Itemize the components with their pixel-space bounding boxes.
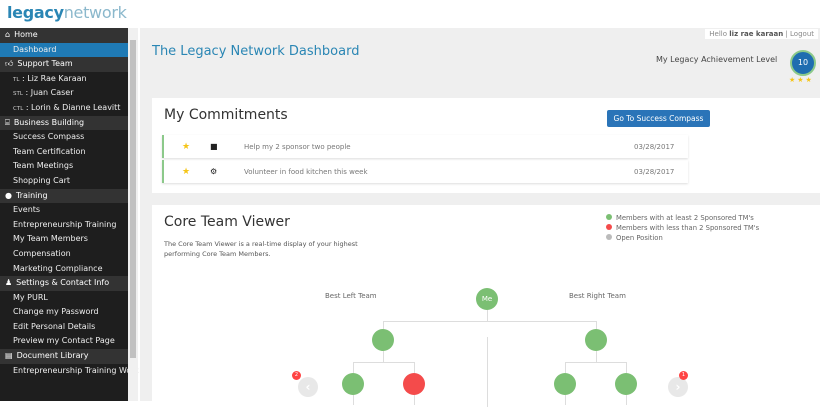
- circle-icon: ●: [5, 190, 12, 200]
- best-right-team-label: Best Right Team: [569, 292, 626, 300]
- sidebar-item[interactable]: STL : Juan Caser: [13, 88, 74, 98]
- tree-connector: [565, 362, 626, 363]
- right-count-badge: 1: [679, 371, 688, 380]
- achievement-level-badge: 10: [790, 50, 816, 76]
- user-icon: ♟: [5, 278, 13, 288]
- sidebar-item[interactable]: My Team Members: [13, 234, 88, 244]
- sidebar-item[interactable]: Change my Password: [13, 307, 99, 317]
- sidebar-item[interactable]: TL : Liz Rae Karaan: [13, 73, 87, 83]
- core-team-title: Core Team Viewer: [164, 214, 290, 230]
- user-greeting: Hello liz rae karaan | Logout: [705, 29, 818, 39]
- sidebar-section-3[interactable]: ● Training: [0, 188, 128, 204]
- sidebar-item[interactable]: Marketing Compliance: [13, 263, 103, 273]
- gear-icon: ⚙: [210, 167, 218, 176]
- best-left-team-label: Best Left Team: [325, 292, 377, 300]
- sidebar-section-1[interactable]: 👍︎ Support Team: [0, 57, 128, 72]
- sidebar-item[interactable]: Team Meetings: [13, 161, 74, 171]
- book-icon: ▤: [5, 351, 13, 361]
- main-content: Hello liz rae karaan | Logout The Legacy…: [140, 28, 820, 407]
- star-icons: ★★★: [789, 76, 814, 84]
- team-member-node[interactable]: [554, 373, 576, 395]
- logout-link[interactable]: Logout: [790, 30, 814, 38]
- tree-connector: [487, 337, 488, 407]
- next-arrow-icon[interactable]: ›: [668, 377, 688, 397]
- tree-connector: [353, 362, 414, 363]
- sidebar-item[interactable]: Team Certification: [13, 146, 86, 156]
- briefcase-icon: ■: [210, 142, 218, 151]
- commitment-row[interactable]: ★ ■ Help my 2 sponsor two people 03/28/2017: [162, 135, 688, 158]
- tree-connector: [353, 395, 354, 405]
- legend-item: Open Position: [606, 233, 759, 243]
- legend-item: Members with less than 2 Sponsored TM's: [606, 223, 759, 233]
- legend-dot: [606, 234, 612, 240]
- tree-connector: [383, 321, 384, 329]
- commitments-title: My Commitments: [164, 107, 288, 123]
- home-icon: ⌂: [5, 30, 11, 39]
- go-to-success-compass-button[interactable]: Go To Success Compass: [607, 110, 710, 127]
- tree-connector: [596, 351, 597, 362]
- logo[interactable]: legacynetwork: [7, 3, 127, 22]
- commitment-row[interactable]: ★ ⚙ Volunteer in food kitchen this week 03/…: [162, 160, 688, 183]
- team-member-node[interactable]: [372, 329, 394, 351]
- tree-connector: [626, 395, 627, 405]
- achievement-label: My Legacy Achievement Level: [656, 55, 778, 64]
- sidebar-item[interactable]: Success Compass: [13, 132, 85, 142]
- thumbs-up-icon: 👍︎: [5, 59, 14, 69]
- commitments-card: My Commitments Go To Success Compass ★ ■ H…: [152, 98, 820, 193]
- scrollbar-thumb[interactable]: [130, 40, 136, 358]
- left-count-badge: 2: [292, 371, 301, 380]
- bank-icon: ⌸: [5, 117, 10, 127]
- legend-item: Members with at least 2 Sponsored TM's: [606, 213, 759, 223]
- sidebar-section-5[interactable]: ▤ Document Library: [0, 349, 128, 364]
- tree-connector: [565, 395, 566, 405]
- tree-connector: [626, 362, 627, 373]
- team-member-node[interactable]: [403, 373, 425, 395]
- tree-connector: [353, 362, 354, 373]
- team-member-node[interactable]: [585, 329, 607, 351]
- sidebar-item[interactable]: Events: [13, 205, 41, 215]
- sidebar-item[interactable]: Shopping Cart: [13, 175, 71, 185]
- tree-connector: [383, 321, 596, 322]
- star-icon[interactable]: ★: [182, 166, 191, 177]
- sidebar-section-2[interactable]: ⌸ Business Building: [0, 115, 128, 131]
- sidebar-section-0[interactable]: ⌂ Home: [0, 28, 128, 43]
- legend-dot: [606, 214, 612, 220]
- star-icon[interactable]: ★: [182, 141, 191, 152]
- sidebar-item[interactable]: CTL : Lorin & Dianne Leavitt: [13, 102, 121, 112]
- sidebar-item[interactable]: My PURL: [13, 292, 48, 302]
- legend: Members with at least 2 Sponsored TM's Me…: [606, 213, 759, 243]
- sidebar-item[interactable]: Compensation: [13, 248, 71, 258]
- previous-arrow-icon[interactable]: ‹: [298, 377, 318, 397]
- team-member-node[interactable]: [342, 373, 364, 395]
- me-node[interactable]: Me: [476, 288, 498, 310]
- team-member-node[interactable]: [615, 373, 637, 395]
- sidebar-item[interactable]: Entrepreneurship Training: [13, 219, 117, 229]
- core-team-card: Core Team Viewer The Core Team Viewer is…: [152, 205, 820, 407]
- tree-connector: [565, 362, 566, 373]
- sidebar: ⌂ Home Dashboard 👍︎ Support Team TL : Liz Rae…: [0, 28, 159, 401]
- tree-connector: [596, 321, 597, 329]
- tree-connector: [487, 310, 488, 321]
- top-bar: legacynetwork: [0, 0, 820, 28]
- core-team-description: The Core Team Viewer is a real-time disp…: [164, 240, 358, 258]
- sidebar-item[interactable]: Preview my Contact Page: [13, 336, 115, 346]
- sidebar-item[interactable]: Dashboard: [0, 42, 128, 58]
- sidebar-section-4[interactable]: ♟ Settings & Contact Info: [0, 276, 128, 291]
- tree-connector: [414, 362, 415, 373]
- sidebar-item[interactable]: Edit Personal Details: [13, 321, 96, 331]
- legend-dot: [606, 224, 612, 230]
- sidebar-item[interactable]: Entrepreneurship Training Workbook: [13, 365, 159, 375]
- tree-connector: [414, 395, 415, 405]
- tree-connector: [383, 351, 384, 362]
- page-title: The Legacy Network Dashboard: [152, 44, 360, 59]
